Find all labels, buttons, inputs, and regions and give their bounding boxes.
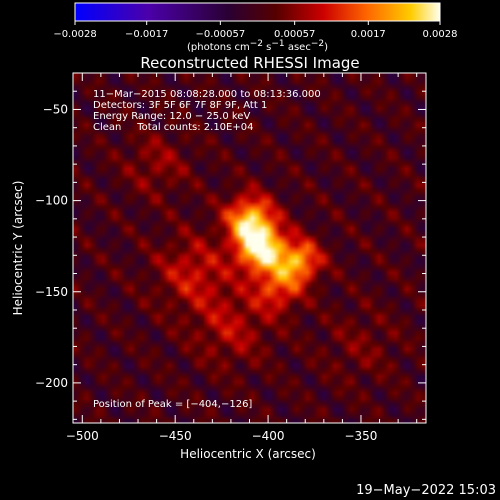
y-tick-label: −100 [35,194,68,208]
x-tick-label: −400 [252,429,285,443]
heatmap-raster [73,73,426,423]
y-tick-label: −150 [35,285,68,299]
annotation-time-range: 11−Mar−2015 08:08:28.000 to 08:13:36.000 [93,89,321,100]
y-tick-label: −200 [35,376,68,390]
chart-title: Reconstructed RHESSI Image [140,54,359,72]
y-axis-label: Heliocentric Y (arcsec) [11,181,25,316]
y-axis-ticks: −50 −100 −150 −200 [35,72,426,420]
colorbar-tick-label: 0.0028 [423,29,458,40]
annotation-block: 11−Mar−2015 08:08:28.000 to 08:13:36.000… [93,89,321,410]
colorbar-tick-label: −0.0028 [53,29,96,40]
colorbar: −0.0028 −0.0017 −0.00057 0.00057 0.0017 0.002… [53,2,458,53]
heatmap-image [73,73,426,423]
colorbar-tick-label: 0.00057 [274,29,315,40]
x-tick-label: −450 [159,429,192,443]
x-axis-ticks: −500 −450 −400 −350 [66,73,418,443]
x-tick-label: −500 [66,429,99,443]
colorbar-ticks: −0.0028 −0.0017 −0.00057 0.00057 0.0017 0.002… [53,21,458,40]
colorbar-gradient [74,2,441,22]
colorbar-tick-label: −0.00057 [195,29,245,40]
x-axis-label: Heliocentric X (arcsec) [180,447,316,461]
annotation-energy-range: Energy Range: 12.0 − 25.0 keV [93,111,250,122]
colorbar-tick-label: 0.0017 [351,29,386,40]
annotation-peak-position: Position of Peak = [−404,−126] [93,399,252,410]
annotation-method-counts: Clean Total counts: 2.10E+04 [93,122,253,133]
colorbar-unit-label: (photons cm−2 s−1 asec−2) [187,39,328,53]
y-tick-label: −50 [43,102,68,116]
annotation-detectors: Detectors: 3F 5F 6F 7F 8F 9F, Att 1 [93,100,267,111]
colorbar-tick-label: −0.0017 [125,29,168,40]
x-tick-label: −350 [344,429,377,443]
footer-timestamp: 19−May−2022 15:03 [356,483,496,498]
